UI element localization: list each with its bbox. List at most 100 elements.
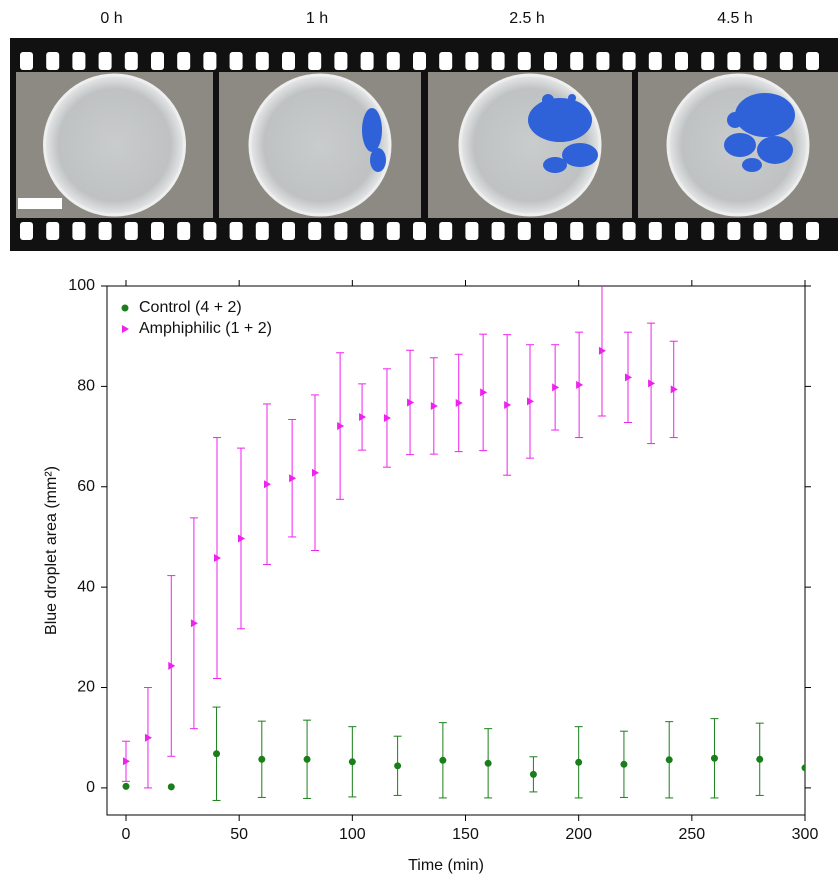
data-point (480, 388, 488, 397)
time-label: 4.5 h (717, 10, 753, 27)
x-tick-label: 50 (230, 826, 248, 843)
blue-droplet (542, 94, 554, 106)
sprocket-hole (229, 222, 243, 240)
x-tick-label: 250 (678, 826, 705, 843)
data-point (264, 480, 272, 489)
x-tick-label: 300 (792, 826, 819, 843)
sprocket-hole (360, 222, 374, 240)
data-point (407, 398, 415, 407)
blue-droplet (757, 136, 793, 164)
x-tick-label: 200 (565, 826, 592, 843)
sprocket-hole (413, 222, 426, 240)
data-point (576, 380, 584, 389)
time-label: 0 h (100, 10, 122, 27)
plot-frame (106, 285, 806, 816)
data-point (504, 400, 512, 409)
data-point (665, 756, 673, 764)
data-point (620, 760, 628, 768)
sprocket-hole (622, 52, 636, 70)
blue-droplet (370, 148, 386, 172)
sprocket-hole (72, 52, 86, 70)
y-tick-label: 40 (77, 578, 95, 595)
x-tick-label: 150 (452, 826, 479, 843)
sprocket-hole (98, 222, 112, 240)
sprocket-hole (255, 52, 269, 70)
sprocket-hole (151, 52, 164, 70)
petri-dish (43, 73, 186, 217)
data-point (258, 755, 266, 763)
sprocket-hole (124, 52, 138, 70)
y-tick-label: 0 (86, 779, 95, 796)
sprocket-hole (177, 222, 191, 240)
blue-droplet (562, 143, 598, 167)
y-tick-label: 100 (68, 277, 95, 294)
data-point (190, 619, 198, 628)
scale-bar (18, 198, 62, 209)
sprocket-hole (334, 52, 348, 70)
data-point (484, 759, 492, 767)
sprocket-hole (596, 222, 610, 240)
legend-marker (121, 304, 129, 312)
data-point (144, 733, 152, 742)
sprocket-hole (439, 222, 453, 240)
sprocket-hole (334, 222, 348, 240)
sprocket-hole (386, 52, 400, 70)
sprocket-hole (491, 52, 505, 70)
sprocket-hole (675, 222, 688, 240)
data-point (289, 474, 297, 483)
blue-droplet (543, 157, 567, 173)
y-tick-label: 60 (77, 478, 95, 495)
sprocket-hole (465, 52, 479, 70)
data-point (337, 422, 345, 431)
y-axis-label: Blue droplet area (mm²) (43, 466, 60, 635)
sprocket-hole (675, 52, 688, 70)
time-label: 2.5 h (509, 10, 545, 27)
data-point (598, 346, 606, 355)
data-point (359, 412, 367, 421)
sprocket-hole (413, 52, 426, 70)
blue-droplet (724, 133, 756, 157)
data-point (383, 413, 391, 422)
sprocket-hole (727, 52, 741, 70)
sprocket-hole (203, 52, 217, 70)
petri-dish (248, 73, 392, 217)
legend-label: Amphiphilic (1 + 2) (139, 320, 272, 337)
blue-droplet (742, 158, 762, 172)
data-point (394, 762, 402, 770)
sprocket-hole (203, 222, 217, 240)
sprocket-hole (491, 222, 505, 240)
sprocket-hole (151, 222, 164, 240)
sprocket-hole (544, 222, 557, 240)
sprocket-hole (517, 222, 531, 240)
sprocket-hole (124, 222, 138, 240)
sprocket-hole (177, 52, 191, 70)
data-point (430, 401, 438, 410)
sprocket-hole (727, 222, 741, 240)
sprocket-hole (46, 222, 60, 240)
sprocket-hole (386, 222, 400, 240)
time-label: 1 h (306, 10, 328, 27)
legend-marker (122, 325, 129, 333)
blue-droplet (735, 93, 795, 137)
data-point (237, 534, 245, 543)
data-point (348, 758, 356, 766)
sprocket-hole (20, 222, 33, 240)
sprocket-hole (596, 52, 610, 70)
data-point (575, 758, 583, 766)
data-point (311, 468, 319, 477)
data-point (529, 770, 537, 778)
sprocket-hole (701, 222, 715, 240)
data-point (439, 756, 447, 764)
blue-droplet (528, 98, 592, 142)
sprocket-hole (701, 52, 715, 70)
sprocket-hole (282, 52, 295, 70)
data-point (123, 757, 131, 766)
x-axis-label: Time (min) (408, 857, 484, 874)
data-point (527, 397, 535, 406)
sprocket-hole (622, 222, 636, 240)
sprocket-hole (648, 222, 662, 240)
sprocket-hole (779, 222, 793, 240)
data-point (167, 783, 175, 791)
data-point (756, 755, 764, 763)
